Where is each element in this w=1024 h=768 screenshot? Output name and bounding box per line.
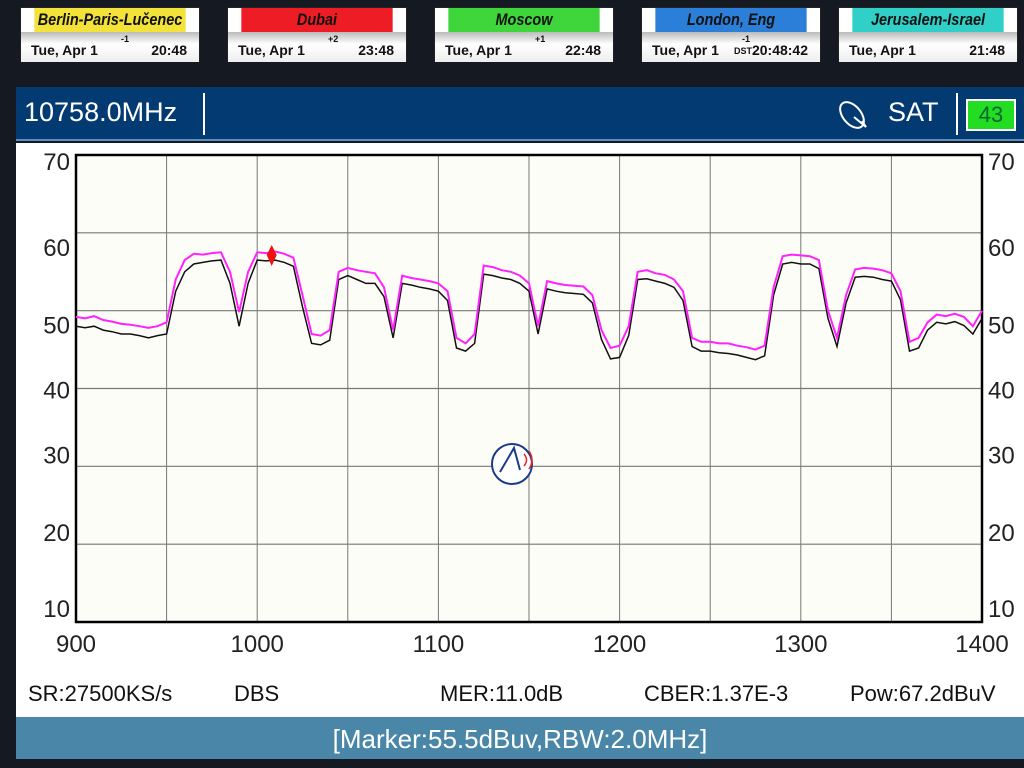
trace-magenta xyxy=(75,250,983,351)
plot-frame xyxy=(74,153,984,624)
clock-city: Jerusalem-Israel xyxy=(852,8,1004,32)
clock-city: Moscow xyxy=(448,8,600,32)
x-tick-label: 1400 xyxy=(955,631,1008,658)
sat-label: SAT xyxy=(888,97,939,127)
clock-city: Berlin-Paris-Lučenec xyxy=(34,8,186,32)
clock-offset: +2 xyxy=(328,34,339,44)
header-bar: 10758.0MHz SAT 43 xyxy=(16,87,1024,141)
clock-date: Tue, Apr 1 xyxy=(445,42,512,58)
clock-date: Tue, Apr 1 xyxy=(31,42,98,58)
trace-black xyxy=(75,259,983,361)
x-tick-label: 900 xyxy=(56,631,96,658)
clock-date: Tue, Apr 1 xyxy=(652,42,719,58)
clock-3: London, Eng Tue, Apr 1 -1 DST 20:48:42 xyxy=(641,7,821,62)
power: Pow:67.2dBuV xyxy=(850,681,996,706)
cber: CBER:1.37E-3 xyxy=(644,681,789,706)
y-tick-label-right: 20 xyxy=(988,520,1015,547)
clock-city: London, Eng xyxy=(655,8,807,32)
clock-time: 20:48:42 xyxy=(751,42,808,58)
clock-offset: +1 xyxy=(535,34,546,44)
marker-diamond xyxy=(266,245,277,266)
frequency-readout: 10758.0MHz xyxy=(24,97,178,127)
clock-time: 22:48 xyxy=(565,42,601,58)
y-tick-label-left: 10 xyxy=(43,596,70,623)
y-tick-label-right: 40 xyxy=(988,378,1015,405)
sat-value: 43 xyxy=(966,99,1016,131)
y-tick-label-right: 50 xyxy=(988,313,1015,340)
y-tick-label-left: 50 xyxy=(43,313,70,340)
x-tick-label: 1300 xyxy=(774,631,827,658)
clock-date: Tue, Apr 1 xyxy=(238,42,305,58)
x-tick-label: 1000 xyxy=(231,631,284,658)
y-tick-label-left: 70 xyxy=(43,149,70,176)
mode: DBS xyxy=(234,681,280,706)
clock-offset: -1 xyxy=(121,34,130,44)
clock-city: Dubai xyxy=(241,8,393,32)
divider xyxy=(203,93,205,135)
x-tick-label: 1200 xyxy=(593,631,646,658)
clock-4: Jerusalem-Israel Tue, Apr 1 21:48 xyxy=(838,7,1018,62)
mer: MER:11.0dB xyxy=(440,681,564,706)
y-tick-label-left: 30 xyxy=(43,442,70,469)
symbol-rate: SR:27500KS/s xyxy=(28,681,173,706)
y-tick-label-left: 40 xyxy=(43,378,70,405)
x-tick-label: 1100 xyxy=(413,631,465,658)
clock-time: 23:48 xyxy=(358,42,394,58)
y-tick-label-right: 60 xyxy=(988,235,1015,262)
y-tick-label-left: 20 xyxy=(43,520,70,547)
y-tick-label-right: 10 xyxy=(988,596,1015,623)
clock-0: Berlin-Paris-Lučenec Tue, Apr 1 -1 20:48 xyxy=(20,7,200,62)
clock-time: 20:48 xyxy=(151,42,187,58)
watermark-waves xyxy=(523,450,533,470)
clock-1: Dubai Tue, Apr 1 +2 23:48 xyxy=(227,7,407,62)
marker-readout: [Marker:55.5dBuv,RBW:2.0MHz] xyxy=(16,717,1024,759)
clock-time: 21:48 xyxy=(969,42,1005,58)
clock-offset: -1 xyxy=(742,34,751,44)
clock-2: Moscow Tue, Apr 1 +1 22:48 xyxy=(434,7,614,62)
divider xyxy=(956,93,958,135)
y-tick-label-right: 30 xyxy=(988,442,1015,469)
satellite-dish-icon xyxy=(839,101,867,129)
watermark-dish xyxy=(499,445,521,473)
clock-date: Tue, Apr 1 xyxy=(849,42,916,58)
y-tick-label-left: 60 xyxy=(43,235,70,262)
y-tick-label-right: 70 xyxy=(988,149,1015,176)
spectrum-chart: 70 70 60 60 50 50 40 40 30 30 20 20 10 10 900 1000 1100 1… xyxy=(43,149,1015,658)
clock-dst: DST xyxy=(734,46,752,56)
